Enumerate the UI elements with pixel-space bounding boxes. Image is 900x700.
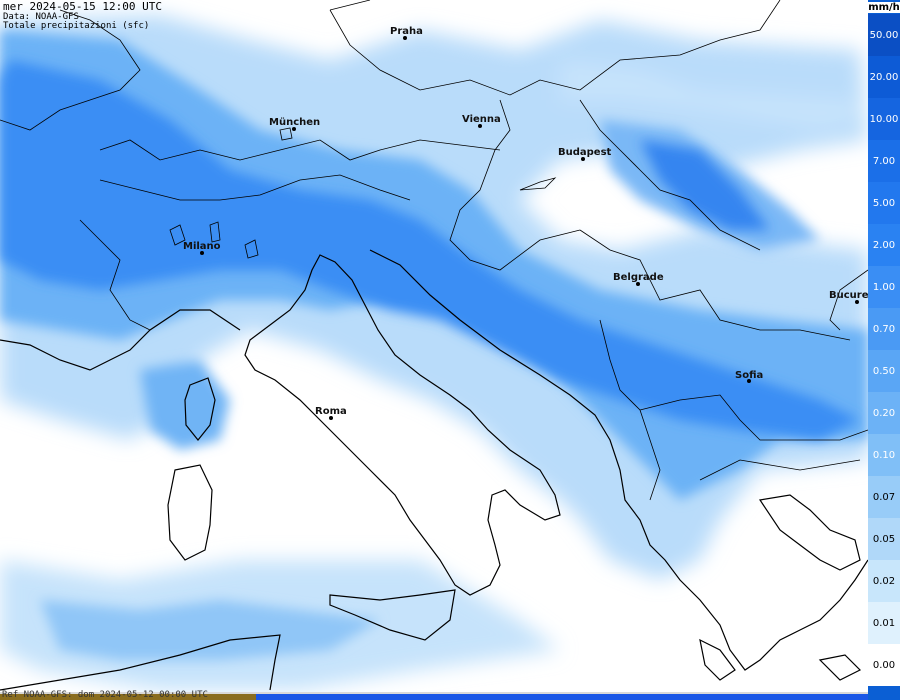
city-label-roma: Roma	[315, 406, 347, 417]
city-label-milano: Milano	[183, 241, 221, 252]
city-label-munchen: München	[269, 117, 321, 128]
legend-value: 0.07	[872, 492, 896, 503]
legend-band	[868, 98, 900, 140]
legend-band	[868, 14, 900, 56]
city-label-vienna: Vienna	[462, 114, 501, 125]
footer-accent-left	[0, 694, 256, 700]
city-label-sofia: Sofia	[735, 370, 764, 381]
legend-band	[868, 56, 900, 98]
map-area: mer 2024-05-15 12:00 UTC Data: NOAA-GFS …	[0, 0, 868, 691]
legend-band	[868, 602, 900, 644]
data-source: Data: NOAA-GFS	[3, 12, 79, 22]
legend-band	[868, 350, 900, 392]
legend-band	[868, 476, 900, 518]
legend-value: 7.00	[872, 156, 896, 167]
legend-band	[868, 434, 900, 476]
legend-value: 0.02	[872, 576, 896, 587]
legend-unit-label: mm/h	[868, 2, 900, 13]
footer-reference: Ref NOAA-GFS: dom 2024-05-12 00:00 UTC	[2, 690, 208, 700]
footer-accent-right	[256, 694, 868, 700]
legend-band	[868, 560, 900, 602]
city-marker	[403, 36, 407, 40]
legend-value: 2.00	[872, 240, 896, 251]
city-label-budapest: Budapest	[558, 147, 612, 158]
city-marker	[581, 157, 585, 161]
legend-value: 0.20	[872, 408, 896, 419]
city-marker	[292, 127, 296, 131]
legend-band	[868, 182, 900, 224]
city-marker	[200, 251, 204, 255]
legend-band	[868, 308, 900, 350]
city-marker	[636, 282, 640, 286]
country-borders	[0, 0, 868, 501]
legend-value: 1.00	[872, 282, 896, 293]
legend-value: 10.00	[869, 114, 899, 125]
city-marker	[747, 379, 751, 383]
legend-band	[868, 392, 900, 434]
city-marker	[855, 300, 859, 304]
city-marker	[329, 416, 333, 420]
legend-value: 5.00	[872, 198, 896, 209]
precip-heavy-layer	[0, 60, 860, 440]
legend-band	[868, 518, 900, 560]
legend-band	[868, 140, 900, 182]
city-marker	[478, 124, 482, 128]
legend-band	[868, 224, 900, 266]
city-label-praha: Praha	[390, 26, 423, 37]
legend-value: 0.10	[872, 450, 896, 461]
legend-band	[868, 266, 900, 308]
variable-label: Totale precipitazioni (sfc)	[3, 21, 150, 31]
city-label-bucuresti: Bucure	[829, 290, 868, 301]
color-legend: 50.00 20.00 10.00 7.00 5.00 2.00 1.00 0.70 0.50 0…	[868, 0, 900, 700]
legend-value: 0.50	[872, 366, 896, 377]
legend-value: 0.00	[872, 660, 896, 671]
precipitation-map	[0, 0, 868, 691]
legend-value: 0.01	[872, 618, 896, 629]
legend-value: 0.05	[872, 534, 896, 545]
lakes	[169, 127, 557, 259]
legend-value: 0.70	[872, 324, 896, 335]
city-label-belgrade: Belgrade	[613, 272, 664, 283]
legend-value: 20.00	[869, 72, 899, 83]
legend-band	[868, 644, 900, 686]
coastlines	[0, 249, 868, 691]
legend-value: 50.00	[869, 30, 899, 41]
map-title: mer 2024-05-15 12:00 UTC	[3, 0, 162, 13]
